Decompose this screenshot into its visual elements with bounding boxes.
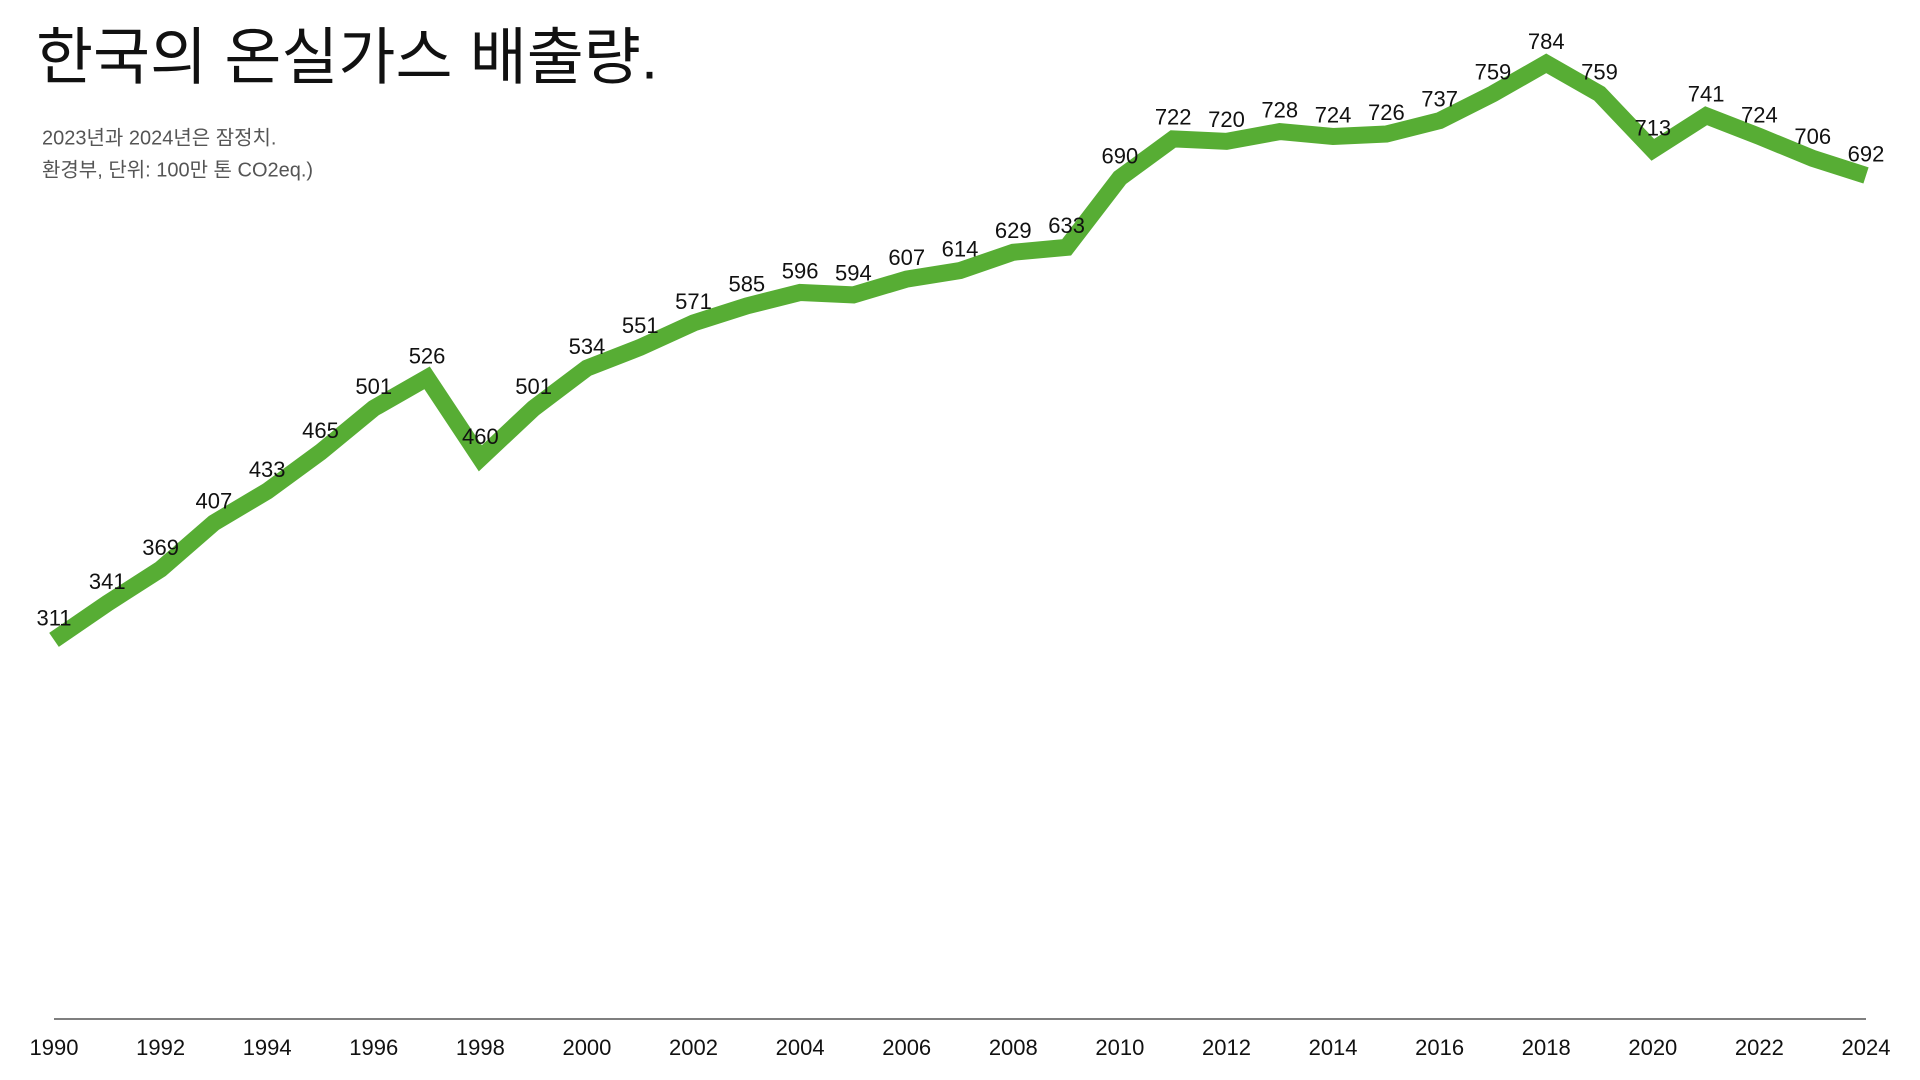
data-label: 726 (1368, 100, 1405, 125)
data-label: 526 (409, 344, 446, 369)
data-label: 534 (569, 334, 606, 359)
x-tick-label: 2016 (1415, 1035, 1464, 1060)
x-tick-label: 1994 (243, 1035, 292, 1060)
data-line (49, 53, 1869, 647)
data-label: 551 (622, 313, 659, 338)
data-label: 720 (1208, 107, 1245, 132)
data-label: 607 (888, 245, 925, 270)
x-tick-label: 2002 (669, 1035, 718, 1060)
data-label: 311 (36, 606, 71, 631)
x-tick-label: 1990 (30, 1035, 79, 1060)
data-label: 728 (1261, 97, 1298, 122)
x-tick-label: 2006 (882, 1035, 931, 1060)
x-tick-label: 2022 (1735, 1035, 1784, 1060)
data-label: 713 (1634, 116, 1671, 141)
data-label: 741 (1688, 82, 1725, 107)
data-label: 706 (1794, 124, 1831, 149)
data-label: 460 (462, 424, 499, 449)
data-label: 465 (302, 418, 339, 443)
data-label: 692 (1848, 141, 1885, 166)
data-label: 369 (142, 535, 179, 560)
data-label: 724 (1315, 102, 1352, 127)
x-tick-label: 2004 (776, 1035, 825, 1060)
x-tick-label: 2000 (562, 1035, 611, 1060)
data-label: 407 (196, 489, 233, 514)
chart-title: 한국의 온실가스 배출량. (36, 23, 658, 92)
x-tick-label: 2018 (1522, 1035, 1571, 1060)
data-label: 585 (728, 272, 765, 297)
data-label: 614 (942, 236, 979, 261)
x-tick-label: 2010 (1095, 1035, 1144, 1060)
chart-subtitle: 2023년과 2024년은 잠정치. (42, 126, 276, 149)
chart-source: 환경부, 단위: 100만 톤 CO2eq.) (42, 158, 313, 181)
data-label: 759 (1581, 60, 1618, 85)
data-label: 722 (1155, 105, 1192, 130)
x-tick-label: 1998 (456, 1035, 505, 1060)
data-label: 633 (1048, 213, 1085, 238)
data-label: 759 (1475, 60, 1512, 85)
data-label: 501 (515, 374, 552, 399)
x-tick-label: 2020 (1628, 1035, 1677, 1060)
data-label: 724 (1741, 102, 1778, 127)
x-tick-label: 2024 (1842, 1035, 1891, 1060)
data-label: 690 (1102, 144, 1139, 169)
data-label: 571 (675, 289, 712, 314)
data-label: 433 (249, 457, 286, 482)
x-tick-label: 1996 (349, 1035, 398, 1060)
x-tick-label: 1992 (136, 1035, 185, 1060)
x-tick-label: 2008 (989, 1035, 1038, 1060)
x-tick-label: 2012 (1202, 1035, 1251, 1060)
data-label: 737 (1421, 86, 1458, 111)
data-label: 594 (835, 261, 872, 286)
data-label: 784 (1528, 29, 1565, 54)
data-label: 341 (89, 569, 126, 594)
x-tick-label: 2014 (1309, 1035, 1358, 1060)
data-label: 501 (355, 374, 392, 399)
data-label: 596 (782, 258, 819, 283)
data-label: 629 (995, 218, 1032, 243)
